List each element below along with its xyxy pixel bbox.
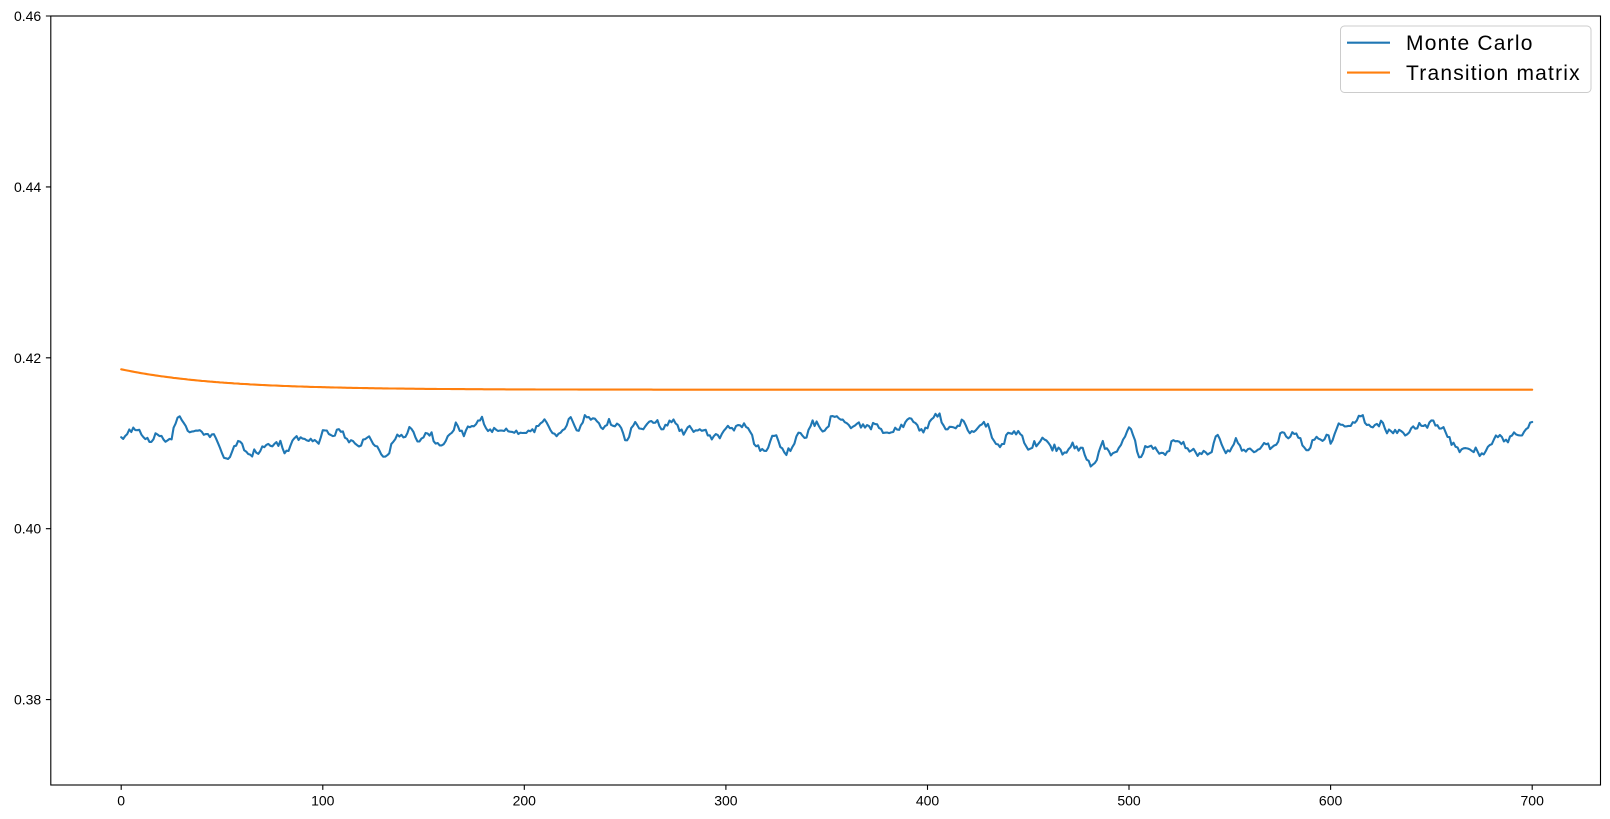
svg-text:Monte Carlo: Monte Carlo [1406, 32, 1534, 55]
svg-text:400: 400 [916, 793, 940, 809]
svg-text:200: 200 [513, 793, 537, 809]
svg-text:600: 600 [1319, 793, 1343, 809]
svg-text:0: 0 [117, 793, 125, 809]
svg-text:0.44: 0.44 [14, 179, 41, 195]
svg-text:300: 300 [714, 793, 738, 809]
svg-text:700: 700 [1521, 793, 1545, 809]
svg-text:100: 100 [311, 793, 335, 809]
svg-text:0.42: 0.42 [14, 350, 41, 366]
svg-text:500: 500 [1117, 793, 1141, 809]
svg-text:0.46: 0.46 [14, 8, 41, 24]
svg-text:0.40: 0.40 [14, 521, 41, 537]
svg-text:0.38: 0.38 [14, 692, 41, 708]
svg-text:Transition matrix: Transition matrix [1406, 62, 1581, 85]
